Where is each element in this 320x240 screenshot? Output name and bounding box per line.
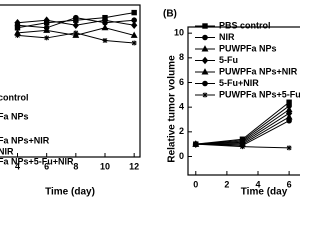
panel-title: (B) — [163, 9, 177, 20]
marker — [286, 145, 292, 151]
marker — [15, 32, 20, 38]
marker — [131, 40, 137, 46]
x-tick-label: 2 — [224, 179, 229, 189]
y-tick-label: 6 — [179, 77, 184, 87]
legend-label: Fa NPs+NIR — [0, 135, 50, 145]
y-tick-label: 10 — [174, 28, 184, 38]
legend-label: Fa NPs+5-Fu+NIR — [0, 156, 74, 166]
marker — [14, 18, 21, 27]
y-axis-label: Relative tumor volume — [167, 55, 178, 163]
x-axis-label: Time (day) — [45, 187, 95, 198]
marker — [239, 144, 245, 150]
x-tick-label: 12 — [129, 161, 139, 171]
marker — [73, 14, 79, 21]
legend-label: 5-Fu — [219, 55, 238, 65]
legend-label: PUWPFa NPs+5-Fu+NIR — [219, 89, 300, 99]
marker — [201, 68, 209, 75]
figure: 4 6 8 10 12 Time (day) control Fa NPs Fa NPs+NIR… — [0, 4, 300, 198]
y-tick-label: 4 — [179, 102, 184, 112]
legend-label: Fa NPs — [0, 111, 29, 121]
y-tick-label: 2 — [179, 126, 184, 136]
legend-label: 5-Fu+NIR — [219, 78, 259, 88]
legend-label: PUWPFa NPs — [219, 43, 277, 53]
legend-label: NIR — [0, 146, 14, 156]
y-tick-label: 8 — [179, 52, 184, 62]
series — [192, 113, 293, 147]
legend-label: NIR — [219, 32, 235, 42]
marker — [201, 45, 209, 52]
marker — [202, 92, 208, 98]
marker — [43, 26, 51, 33]
marker — [193, 141, 199, 147]
marker — [73, 30, 79, 36]
x-tick-label: 6 — [44, 161, 49, 171]
series — [14, 16, 138, 30]
legend-label: PUWPFa NPs+NIR — [219, 66, 298, 76]
marker — [72, 21, 79, 30]
marker — [102, 37, 108, 43]
x-axis-label: Time (day — [241, 187, 288, 198]
marker — [131, 9, 137, 16]
y-tick-label: 0 — [179, 151, 184, 161]
series — [193, 141, 292, 151]
x-tick-label: 8 — [73, 161, 78, 171]
marker — [101, 23, 109, 31]
marker — [44, 35, 50, 41]
marker — [202, 23, 208, 29]
marker — [286, 117, 292, 124]
marker — [202, 34, 208, 41]
legend-label: PBS control — [219, 20, 271, 30]
marker — [101, 16, 109, 24]
legend-label: control — [0, 92, 29, 102]
marker — [201, 56, 209, 65]
marker — [130, 31, 138, 38]
x-tick-label: 10 — [100, 161, 110, 171]
marker — [202, 80, 208, 87]
x-tick-label: 0 — [193, 179, 198, 189]
plot-frame — [0, 4, 141, 158]
x-tick-label: 6 — [287, 179, 292, 189]
plot-frame — [187, 26, 300, 176]
series — [15, 30, 137, 46]
x-tick-label: 4 — [15, 161, 20, 171]
marker — [131, 21, 138, 30]
marker — [43, 16, 50, 24]
x-tick-label: 4 — [255, 179, 260, 189]
